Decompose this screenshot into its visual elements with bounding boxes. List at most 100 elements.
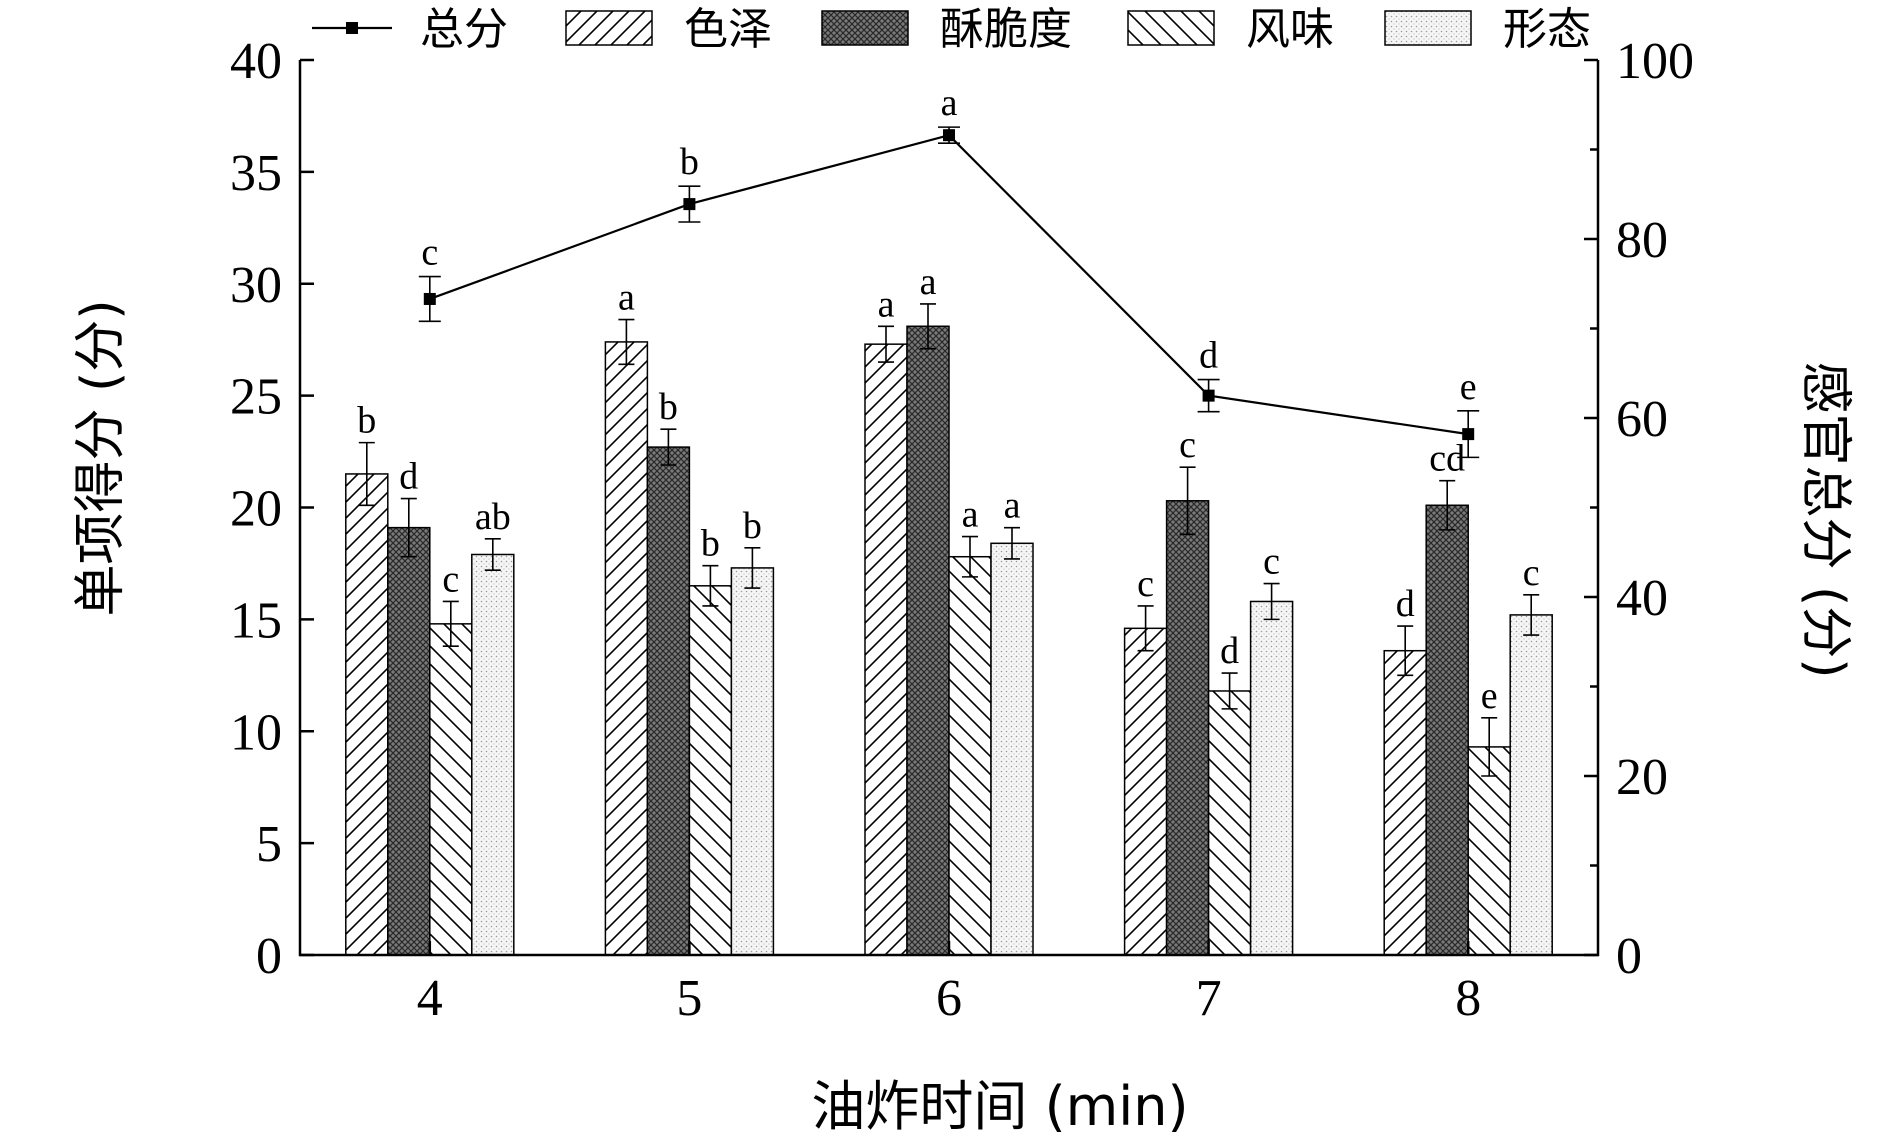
y-tick-label-left-8: 40: [230, 33, 282, 90]
x-tick-label-2: 6: [936, 970, 962, 1027]
sig-label-0-3: c: [1137, 563, 1154, 605]
y-axis-title-left: 单项得分 (分): [71, 299, 131, 616]
error-bar-1-0: [400, 497, 417, 558]
error-bar-0-4: [1397, 625, 1414, 677]
bar-2-0: [429, 623, 473, 956]
bar-0-1: [604, 341, 649, 956]
bar-3-0: [471, 553, 515, 956]
y-tick-label-left-5: 25: [230, 369, 282, 426]
bar-1-4: [1425, 504, 1469, 956]
total-sig-label-2: a: [941, 82, 958, 124]
sig-label-2-2: a: [962, 494, 979, 536]
bar-1-2: [906, 325, 950, 956]
sig-label-3-2: a: [1004, 485, 1021, 527]
y-tick-label-right-3: 60: [1616, 391, 1668, 448]
legend-label-2: 风味: [1246, 4, 1334, 55]
bar-0-0: [345, 473, 389, 956]
sig-label-1-2: a: [920, 261, 937, 303]
bar-2-4: [1467, 746, 1511, 956]
y-tick-label-left-1: 5: [256, 816, 282, 873]
sig-label-0-2: a: [878, 283, 895, 325]
error-bar-3-3: [1263, 582, 1280, 621]
error-bar-1-2: [920, 303, 936, 350]
sig-label-1-1: b: [659, 386, 678, 428]
legend-label-1: 酥脆度: [940, 4, 1072, 55]
y-tick-label-right-1: 20: [1616, 749, 1668, 806]
sig-label-0-0: b: [357, 400, 376, 442]
error-bar-2-3: [1221, 672, 1238, 710]
legend-swatch-2: [1127, 10, 1215, 46]
x-axis-title: 油炸时间 (min): [811, 1075, 1188, 1138]
bar-3-4: [1509, 614, 1553, 956]
sig-label-3-4: c: [1523, 552, 1540, 594]
y-tick-label-left-0: 0: [256, 928, 282, 985]
bar-3-3: [1249, 600, 1294, 956]
legend-swatch-3: [1384, 10, 1472, 46]
legend: 总分 色泽 酥脆度 风味 形态: [312, 4, 1591, 55]
y-tick-label-left-4: 20: [230, 481, 282, 538]
sig-label-2-0: c: [442, 558, 459, 600]
error-bar-0-3: [1137, 605, 1154, 652]
total-point-2: [943, 129, 955, 142]
sig-label-0-1: a: [618, 277, 635, 319]
error-bar-3-0: [484, 538, 501, 571]
total-sig-label-0: c: [421, 232, 438, 274]
bar-1-0: [387, 526, 431, 956]
sig-label-3-3: c: [1263, 541, 1280, 583]
sig-label-1-0: d: [399, 456, 418, 498]
error-bar-0-0: [358, 441, 375, 507]
total-point-4: [1462, 428, 1475, 441]
bar-0-2: [864, 343, 908, 956]
error-bar-2-0: [442, 600, 459, 648]
legend-label-0: 色泽: [684, 4, 772, 55]
total-point-1: [683, 198, 696, 211]
bar-3-2: [990, 542, 1034, 956]
error-bar-1-3: [1179, 466, 1196, 536]
total-sig-label-1: b: [680, 141, 699, 183]
legend-label-total: 总分: [420, 4, 508, 55]
y-axis-title-right: 感官总分 (分): [1795, 361, 1855, 678]
sig-label-1-4: cd: [1429, 438, 1465, 480]
y-tick-label-right-4: 80: [1616, 212, 1668, 269]
sig-label-2-3: d: [1220, 630, 1239, 672]
legend-label-3: 形态: [1503, 4, 1591, 55]
sig-label-3-0: ab: [475, 496, 511, 538]
error-bar-2-2: [962, 535, 978, 578]
total-sig-label-3: d: [1199, 335, 1218, 377]
total-sig-label-4: e: [1460, 366, 1477, 408]
error-bar-0-2: [878, 325, 894, 363]
bar-series: [345, 303, 1553, 956]
total-point-0: [423, 292, 436, 305]
sig-label-3-1: b: [743, 505, 762, 547]
error-bar-3-4: [1523, 593, 1540, 636]
error-bar-2-4: [1481, 717, 1498, 777]
bar-2-2: [948, 555, 992, 956]
total-score-line: [418, 126, 1480, 459]
error-bar-1-1: [660, 428, 677, 466]
y-tick-label-left-3: 15: [230, 592, 282, 649]
bar-2-1: [688, 585, 733, 956]
sig-label-2-1: b: [701, 523, 720, 565]
x-tick-label-1: 5: [676, 970, 702, 1027]
sig-label-1-3: c: [1179, 424, 1196, 466]
error-bar-3-1: [744, 546, 761, 589]
bar-2-3: [1207, 690, 1252, 956]
x-tick-label-4: 8: [1455, 970, 1481, 1027]
sig-label-2-4: e: [1481, 675, 1498, 717]
axes: 0 5 10 15 20 25 30 35 40 0 20 40 60 80 100 4 5 6 7 8: [230, 33, 1694, 1027]
legend-swatch-1: [821, 10, 909, 46]
total-point-3: [1202, 389, 1215, 402]
y-tick-label-left-6: 30: [230, 257, 282, 314]
y-tick-label-left-7: 35: [230, 145, 282, 202]
legend-line-marker: [346, 22, 358, 34]
bar-1-3: [1165, 500, 1210, 956]
bar-3-1: [730, 567, 775, 956]
y-tick-label-right-2: 40: [1616, 570, 1668, 627]
error-bar-3-2: [1004, 526, 1020, 560]
error-bar-1-4: [1439, 479, 1456, 531]
sig-label-0-4: d: [1396, 583, 1415, 625]
y-tick-label-right-0: 0: [1616, 928, 1642, 985]
bar-0-4: [1383, 649, 1427, 956]
